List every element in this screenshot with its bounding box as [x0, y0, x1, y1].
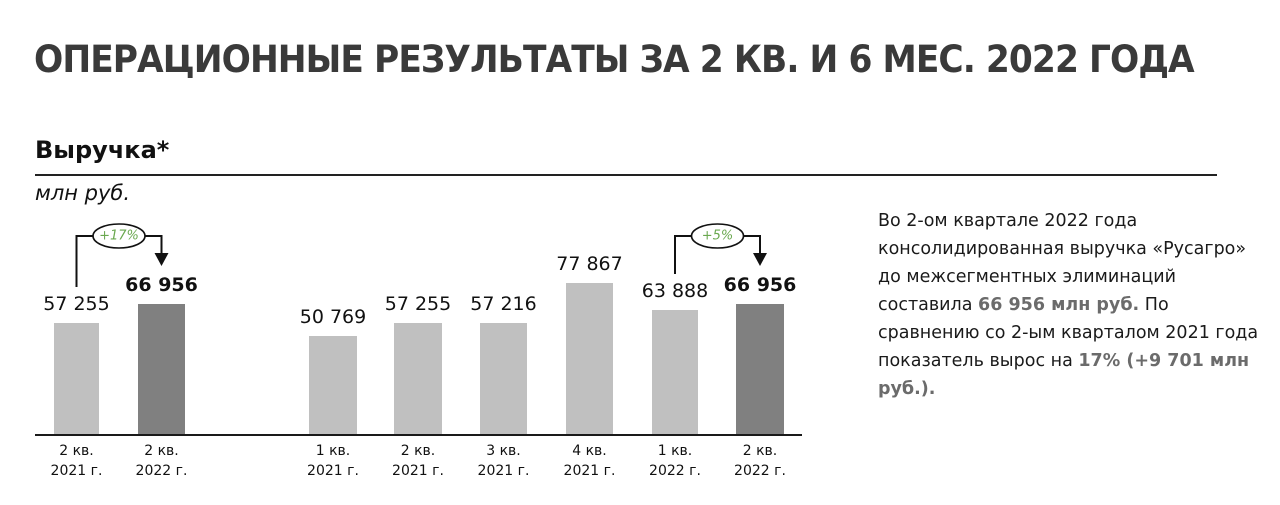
- bar-value-label: 57 255: [384, 293, 452, 315]
- bar: [652, 310, 698, 434]
- bar-value-label: 50 769: [299, 306, 367, 328]
- category-label-year: 2021 г.: [50, 463, 103, 479]
- category-label: 3 кв. 2021 г.: [454, 441, 554, 481]
- bar-value-label: 77 867: [556, 253, 623, 275]
- units-label: млн руб.: [35, 181, 131, 205]
- section-title: Выручка*: [35, 136, 170, 164]
- category-label-quarter: 1 кв.: [315, 443, 351, 459]
- growth-percent-label: +17%: [99, 228, 139, 244]
- category-label-quarter: 1 кв.: [657, 443, 693, 459]
- category-label-year: 2021 г.: [477, 463, 530, 479]
- commentary-text: По сравнению со 2-ым кварталом 2021 года…: [878, 295, 1259, 371]
- bar-value-label: 66 956: [723, 274, 797, 296]
- category-label-quarter: 2 кв.: [742, 443, 778, 459]
- commentary-highlight: 17% (+9 701 млн руб.).: [878, 351, 1250, 399]
- category-label: 2 кв. 2021 г.: [27, 441, 127, 481]
- bar: [394, 323, 442, 434]
- category-label-quarter: 2 кв.: [59, 443, 94, 459]
- commentary-text: Во 2-ом квартале 2022 года консолидирова…: [878, 211, 1247, 315]
- category-label-year: 2021 г.: [307, 463, 359, 479]
- bar: [54, 323, 99, 434]
- category-label-year: 2021 г.: [563, 463, 616, 479]
- growth-arrow-icon: [75, 223, 169, 287]
- revenue-bar-chart: 57 255 2 кв. 2021 г. 66 956 2 кв. 2022 г. 50 7…: [27, 223, 810, 481]
- page-title: ОПЕРАЦИОННЫЕ РЕЗУЛЬТАТЫ ЗА 2 КВ. И 6 МЕС…: [34, 38, 1195, 81]
- category-label-quarter: 3 кв.: [486, 443, 521, 459]
- category-label-year: 2022 г.: [734, 463, 786, 479]
- category-label-year: 2021 г.: [392, 463, 444, 479]
- bar: [138, 304, 185, 434]
- category-label: 1 кв. 2022 г.: [625, 441, 725, 481]
- bar-value-label: 57 216: [470, 293, 537, 315]
- category-label: 2 кв. 2021 г.: [368, 441, 468, 481]
- category-label-quarter: 2 кв.: [144, 443, 179, 459]
- growth-arrow-icon: [674, 223, 767, 274]
- growth-percent-label: +5%: [701, 228, 734, 244]
- category-label: 1 кв. 2021 г.: [283, 441, 383, 481]
- bar: [736, 304, 784, 434]
- chart-baseline: [35, 434, 802, 436]
- bar-value-label: 57 255: [43, 293, 110, 315]
- category-label-quarter: 4 кв.: [572, 443, 607, 459]
- category-label: 4 кв. 2021 г.: [540, 441, 640, 481]
- category-label: 2 кв. 2022 г.: [112, 441, 212, 481]
- bar: [566, 283, 613, 434]
- category-label-year: 2022 г.: [135, 463, 188, 479]
- section-divider: [35, 174, 1217, 176]
- bar: [480, 323, 527, 434]
- category-label-quarter: 2 кв.: [400, 443, 436, 459]
- commentary-highlight: 66 956 млн руб.: [978, 295, 1140, 315]
- bar-value-label: 66 956: [125, 274, 198, 296]
- bar-value-label: 63 888: [641, 280, 709, 302]
- category-label-year: 2022 г.: [649, 463, 701, 479]
- revenue-commentary: Во 2-ом квартале 2022 года консолидирова…: [878, 207, 1268, 403]
- bar: [309, 336, 357, 434]
- category-label: 2 кв. 2022 г.: [710, 441, 810, 481]
